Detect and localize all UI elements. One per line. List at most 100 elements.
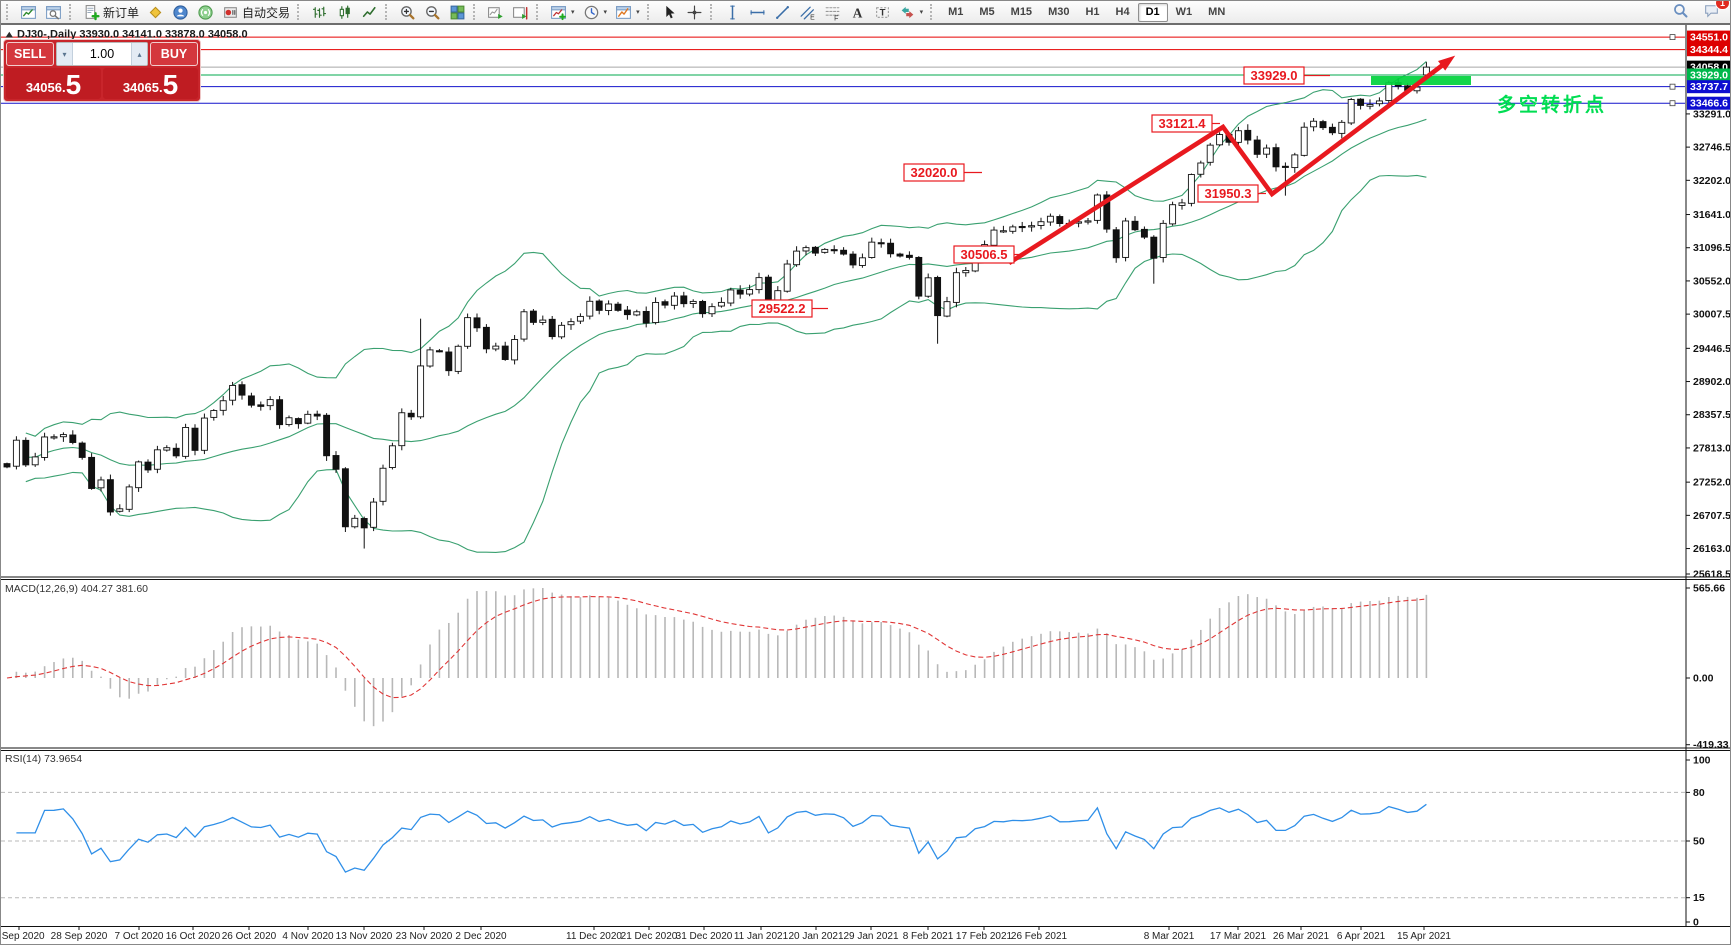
timeframe-h1-button[interactable]: H1	[1077, 3, 1107, 22]
zoom-out-button[interactable]	[420, 2, 445, 22]
chart-bars-button[interactable]	[307, 2, 332, 22]
tile-windows-button[interactable]	[445, 2, 470, 22]
dropdown-arrow-icon[interactable]: ▾	[636, 9, 640, 16]
equidistant-channel-button[interactable]: E	[795, 2, 820, 22]
trend-arrow-line[interactable]	[1007, 59, 1450, 265]
price-tag-label: 33929.0	[1690, 70, 1728, 82]
price-tick: 32746.5	[1693, 142, 1731, 154]
chart-window[interactable]: 33291.0 32746.5 32202.0 31641.0 31096.5 30552…	[1, 25, 1731, 945]
toolbar-group-handle[interactable]	[536, 4, 542, 20]
templates-button[interactable]: ▾	[611, 2, 644, 22]
price-annotation-text: 33121.4	[1159, 116, 1207, 131]
profiles-icon	[45, 4, 62, 21]
price-annotation-text: 29522.2	[759, 301, 806, 316]
templates-icon	[615, 4, 632, 21]
svg-text:F: F	[834, 15, 838, 21]
price-tick: 30007.5	[1693, 309, 1731, 321]
profiles-button[interactable]	[41, 2, 66, 22]
toolbar-group-handle[interactable]	[473, 4, 479, 20]
timeframe-d1-button[interactable]: D1	[1137, 2, 1168, 22]
toolbar-group-handle[interactable]	[385, 4, 391, 20]
sell-price-big-digit: 5	[65, 69, 82, 100]
price-annotation-box[interactable]	[751, 299, 813, 318]
horizontal-line-button[interactable]	[745, 2, 770, 22]
price-tag	[1687, 68, 1730, 82]
cn-annotation-text[interactable]: 多空转折点	[1497, 93, 1607, 116]
toolbar-group-handle[interactable]	[69, 4, 75, 20]
text-label-button[interactable]: T	[870, 2, 895, 22]
timeframe-w1-button[interactable]: W1	[1168, 3, 1201, 22]
toolbar-group-handle[interactable]	[709, 4, 716, 20]
line-handle[interactable]	[1669, 34, 1676, 40]
rsi-tick: 0	[1693, 917, 1699, 929]
price-annotation-box[interactable]	[1151, 114, 1213, 133]
price-annotation-text: 31950.3	[1205, 186, 1252, 201]
periods-button[interactable]: ▾	[579, 2, 612, 22]
timeframe-mn-button[interactable]: MN	[1200, 3, 1233, 22]
community-icon	[172, 4, 189, 21]
zoom-in-button[interactable]	[395, 2, 420, 22]
line-handle[interactable]	[1669, 83, 1676, 90]
toolbar-group-handle[interactable]	[930, 4, 936, 20]
price-tick: 28902.0	[1693, 376, 1731, 388]
toolbar-group-handle[interactable]	[646, 4, 653, 20]
auto-scroll-button[interactable]	[483, 2, 508, 22]
toolbar-group-handle[interactable]	[6, 4, 12, 20]
price-annotation-box[interactable]	[1243, 66, 1305, 85]
dropdown-arrow-icon[interactable]: ▾	[919, 9, 924, 16]
autotrade-button[interactable]: 自动交易	[218, 2, 294, 22]
sell-button[interactable]: SELL	[6, 42, 54, 66]
horizontal-lines-layer[interactable]	[1, 34, 1685, 107]
notification-badge[interactable]: 1	[1715, 1, 1730, 11]
text-button[interactable]: A	[845, 2, 870, 22]
annotations-layer[interactable]: 29522.2 32020.0 30506.5 33121.4 31950.3 33929…	[751, 55, 1471, 318]
chart-candles-button[interactable]	[332, 2, 357, 22]
metaeditor-button[interactable]	[143, 2, 168, 22]
price-tick: 30552.0	[1693, 275, 1731, 287]
dropdown-arrow-icon[interactable]: ▾	[603, 9, 608, 16]
date-label: 11 Jan 2021	[734, 931, 789, 942]
sell-price[interactable]: 34056. 5	[6, 68, 101, 99]
trendline-button[interactable]	[770, 2, 795, 22]
buy-button[interactable]: BUY	[150, 42, 198, 66]
line-handle[interactable]	[1669, 100, 1676, 107]
cursor-button[interactable]	[657, 2, 682, 22]
new-order-button[interactable]: 新订单	[79, 2, 143, 22]
new-chart-icon	[20, 4, 37, 21]
toolbar-right: 1	[1668, 1, 1730, 24]
chart-line-button[interactable]	[357, 2, 382, 22]
fibonacci-button[interactable]: F	[820, 2, 845, 22]
price-annotation-box[interactable]	[953, 245, 1015, 264]
indicators-button[interactable]: ▾	[546, 2, 579, 22]
timeframe-m15-button[interactable]: M15	[1003, 3, 1040, 22]
toolbar-group-handle[interactable]	[297, 4, 303, 20]
vertical-line-button[interactable]	[720, 2, 745, 22]
chart-title: DJ30-,Daily 33930.0 34141.0 33878.0 3405…	[17, 29, 248, 41]
arrows-button[interactable]: ▾	[895, 2, 928, 22]
crosshair-button[interactable]	[682, 2, 707, 22]
new-chart-button[interactable]	[16, 2, 41, 22]
price-annotation-box[interactable]	[903, 163, 965, 182]
community-button[interactable]	[168, 2, 193, 22]
timeframe-m5-button[interactable]: M5	[971, 3, 1002, 22]
volume-decrease-button[interactable]: ▾	[57, 43, 73, 65]
chart-expand-triangle-icon[interactable]	[5, 31, 14, 38]
price-annotation-box[interactable]	[1197, 184, 1259, 203]
signals-button[interactable]	[193, 2, 218, 22]
chart-shift-button[interactable]	[508, 2, 533, 22]
timeframe-m1-button[interactable]: M1	[940, 3, 971, 22]
search-button[interactable]	[1668, 1, 1693, 20]
macd-tick: 0.00	[1693, 673, 1714, 685]
date-label: 15 Apr 2021	[1397, 931, 1451, 942]
price-tick: 31096.5	[1693, 242, 1731, 254]
volume-increase-button[interactable]: ▴	[131, 43, 147, 65]
volume-value[interactable]: 1.00	[89, 47, 115, 61]
candles-layer	[3, 60, 1430, 553]
buy-price[interactable]: 34065. 5	[103, 68, 198, 99]
timeframe-m30-button[interactable]: M30	[1040, 3, 1077, 22]
timeframe-h4-button[interactable]: H4	[1108, 3, 1138, 22]
dropdown-arrow-icon[interactable]: ▾	[571, 9, 575, 16]
date-label: 16 Oct 2020	[166, 931, 221, 942]
price-tick: 28357.5	[1693, 409, 1731, 421]
chart-canvas[interactable]: 33291.0 32746.5 32202.0 31641.0 31096.5 30552…	[1, 25, 1731, 945]
